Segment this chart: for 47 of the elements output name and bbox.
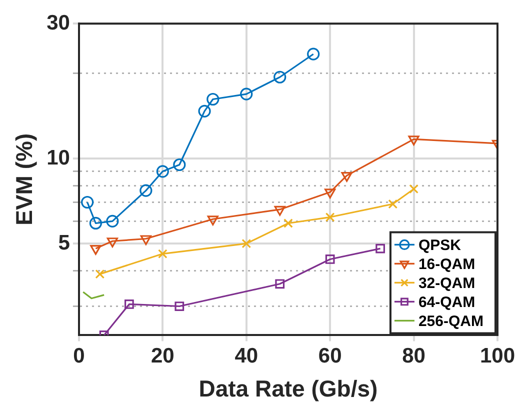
- point: [274, 206, 286, 216]
- point: [198, 104, 211, 118]
- x-axis-title: Data Rate (Gb/s): [198, 376, 378, 402]
- point: [156, 165, 169, 178]
- point: [388, 199, 398, 209]
- point: [240, 88, 253, 100]
- point: [275, 279, 285, 289]
- x-tick-label: 0: [73, 344, 85, 368]
- point: [206, 92, 220, 106]
- point: [106, 238, 118, 248]
- point: [89, 216, 102, 230]
- y-tick-label: 10: [46, 146, 70, 170]
- point: [140, 184, 152, 197]
- x-tick-label: 40: [234, 344, 258, 368]
- x-tick-label: 20: [150, 344, 174, 368]
- point: [90, 245, 102, 255]
- x-tick-label: 80: [402, 344, 426, 368]
- point: [408, 136, 420, 146]
- y-axis-title: EVM (%): [11, 133, 38, 226]
- x-tick-label: 60: [318, 344, 342, 368]
- point: [242, 238, 252, 248]
- legend-label: 256-QAM: [418, 312, 484, 330]
- point: [376, 244, 385, 254]
- point: [325, 212, 335, 222]
- point: [95, 269, 105, 279]
- point: [274, 70, 286, 84]
- point: [307, 48, 320, 60]
- y-tick-label: 30: [46, 11, 70, 34]
- point: [124, 300, 134, 309]
- x-tick-label: 100: [480, 344, 516, 368]
- y-tick-label: 5: [58, 231, 70, 254]
- point: [158, 249, 168, 258]
- legend-label: 32-QAM: [418, 274, 476, 292]
- legend-label: 64-QAM: [418, 294, 476, 311]
- legend-label: QPSK: [418, 236, 462, 254]
- point: [106, 214, 119, 228]
- point: [174, 302, 184, 311]
- point: [173, 158, 186, 172]
- point: [324, 188, 336, 198]
- point: [325, 254, 335, 264]
- point: [284, 218, 293, 228]
- legend-label: 16-QAM: [418, 256, 476, 273]
- point: [81, 196, 94, 209]
- point: [341, 172, 352, 182]
- point: [409, 184, 418, 194]
- point: [207, 216, 218, 226]
- point: [140, 235, 152, 246]
